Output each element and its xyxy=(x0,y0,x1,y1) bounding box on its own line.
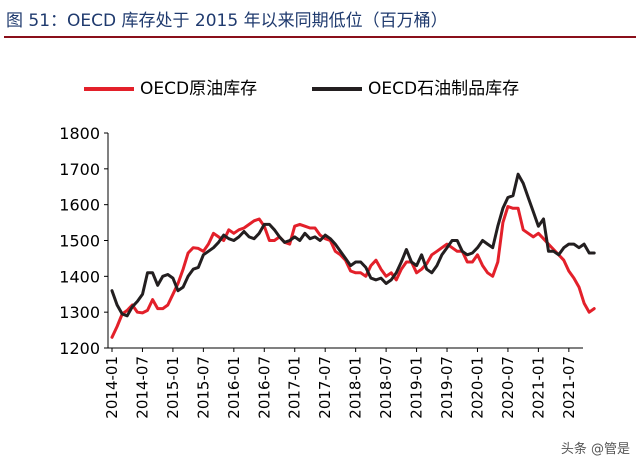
legend-label-crude: OECD原油库存 xyxy=(140,79,258,99)
watermark: 头条 @管是 xyxy=(560,442,630,457)
x-tick-label: 2018-01 xyxy=(347,356,365,419)
x-tick-label: 2018-07 xyxy=(377,356,395,419)
x-tick-label: 2020-01 xyxy=(468,356,486,419)
x-tick-label: 2015-07 xyxy=(194,356,212,419)
x-tick-label: 2014-01 xyxy=(103,356,121,419)
x-tick-label: 2016-07 xyxy=(255,356,273,419)
x-tick-label: 2016-01 xyxy=(225,356,243,419)
figure-title: 图 51：OECD 库存处于 2015 年以来同期低位（百万桶） xyxy=(6,11,448,31)
legend-item-crude: OECD原油库存 xyxy=(84,74,257,99)
y-tick-label: 1800 xyxy=(59,124,100,143)
y-tick-label: 1700 xyxy=(59,160,100,179)
legend-swatch-crude xyxy=(84,87,134,91)
x-tick-label: 2021-01 xyxy=(529,356,547,419)
legend-item-products: OECD石油制品库存 xyxy=(312,74,519,99)
x-tick-label: 2015-01 xyxy=(164,356,182,419)
y-tick-label: 1400 xyxy=(59,267,100,286)
x-tick-label: 2014-07 xyxy=(133,356,151,419)
title-divider xyxy=(4,36,636,38)
x-tick-label: 2019-07 xyxy=(438,356,456,419)
x-tick-label: 2020-07 xyxy=(499,356,517,419)
y-tick-label: 1600 xyxy=(59,196,100,215)
x-tick-label: 2017-01 xyxy=(286,356,304,419)
y-tick-label: 1200 xyxy=(59,339,100,358)
x-tick-label: 2021-07 xyxy=(560,356,578,419)
series-line-crude xyxy=(110,205,596,339)
legend-swatch-products xyxy=(312,87,362,91)
series-line-products xyxy=(110,172,596,318)
x-tick-label: 2017-07 xyxy=(316,356,334,419)
legend-label-products: OECD石油制品库存 xyxy=(368,79,520,99)
y-tick-label: 1300 xyxy=(59,303,100,322)
y-tick-label: 1500 xyxy=(59,232,100,251)
x-tick-label: 2019-01 xyxy=(408,356,426,419)
